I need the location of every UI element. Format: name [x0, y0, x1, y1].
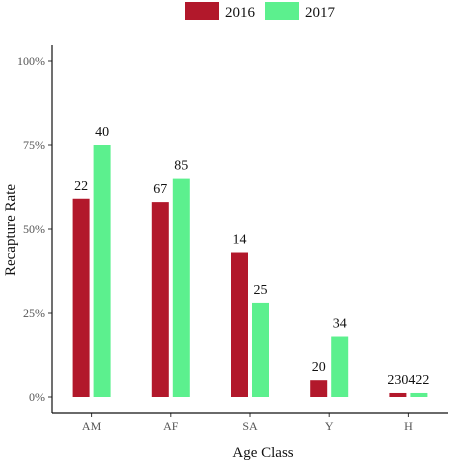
x-tick-label: AF	[163, 419, 179, 433]
bar-2017-AF	[172, 178, 190, 397]
bars: 22 40 67 85 14 25 20 34 230 422	[72, 125, 429, 397]
legend-swatch-2016	[185, 2, 219, 20]
x-tick-label: H	[404, 419, 413, 433]
axes	[51, 45, 448, 414]
data-label-2016-AF: 67	[153, 182, 167, 197]
data-label-2016-SA: 14	[233, 233, 247, 248]
x-tick-label: SA	[242, 419, 258, 433]
bar-2016-Y	[310, 380, 328, 397]
legend-label-2016: 2016	[225, 5, 256, 21]
bar-2016-AM	[72, 198, 90, 397]
legend-swatch-2017	[265, 2, 299, 20]
data-label-2016-AM: 22	[74, 179, 88, 194]
bar-2016-H	[389, 392, 407, 397]
y-tick-label: 50%	[23, 222, 45, 236]
data-label-2017-Y: 34	[333, 317, 347, 332]
bar-2017-H	[410, 392, 428, 397]
x-axis-title: Age Class	[232, 445, 293, 461]
data-label-2017-AF: 85	[174, 159, 188, 174]
bar-2016-AF	[151, 202, 169, 397]
bar-2017-AM	[93, 145, 111, 397]
y-axis-title: Recapture Rate	[3, 184, 19, 276]
y-tick-label: 100%	[17, 54, 45, 68]
data-label-2016-Y: 20	[312, 360, 326, 375]
y-tick-label: 25%	[23, 306, 45, 320]
y-tick-label: 75%	[23, 138, 45, 152]
bar-2017-Y	[331, 336, 349, 397]
data-label-2017-H: 422	[408, 373, 429, 388]
y-tick-label: 0%	[29, 390, 45, 404]
x-tick-label: Y	[325, 419, 334, 433]
x-tick-label: AM	[82, 419, 102, 433]
bar-2017-SA	[252, 302, 269, 397]
legend-label-2017: 2017	[305, 5, 336, 21]
bar-2016-SA	[231, 252, 248, 397]
y-axis-ticks: 0% 25% 50% 75% 100%	[17, 54, 52, 404]
x-axis-ticks: AM AF SA Y H	[82, 413, 413, 433]
data-label-2017-SA: 25	[254, 283, 268, 298]
data-label-2017-AM: 40	[95, 125, 109, 140]
data-label-2016-H: 230	[387, 373, 408, 388]
legend: 2016 2017	[185, 2, 336, 21]
